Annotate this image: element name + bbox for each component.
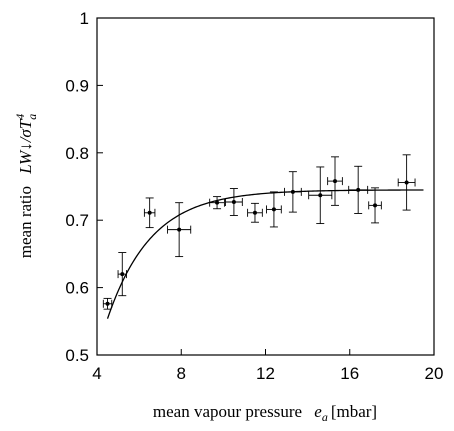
x-tick-label: 20 — [425, 364, 444, 383]
y-axis-title: mean ratio LW↓/σT4a — [13, 114, 39, 259]
plot-frame — [96, 17, 435, 356]
error-bar — [102, 297, 113, 310]
y-axis-symbol-sup: 4 — [13, 114, 27, 120]
x-tick-label: 8 — [177, 364, 186, 383]
y-axis-symbol-sub: a — [25, 114, 39, 120]
data-points — [105, 179, 409, 306]
data-point — [215, 200, 220, 205]
y-tick-label: 0.9 — [65, 76, 89, 95]
x-tick-label: 16 — [340, 364, 359, 383]
x-axis-unit: [mbar] — [331, 402, 377, 421]
x-axis-ticks: 4 8 12 16 20 — [92, 349, 443, 383]
x-tick-label: 12 — [256, 364, 275, 383]
data-point — [356, 187, 361, 192]
data-point — [373, 203, 378, 208]
y-tick-label: 1 — [80, 9, 89, 28]
x-axis-title: mean vapour pressure ea [mbar] — [153, 402, 377, 424]
y-axis-symbol: LW↓/σT — [16, 118, 35, 175]
x-tick-label: 4 — [92, 364, 101, 383]
x-axis-symbol: e — [314, 402, 322, 421]
data-point — [333, 179, 338, 184]
data-point — [252, 210, 257, 215]
data-point — [404, 180, 409, 185]
data-point — [120, 272, 125, 277]
data-point — [177, 227, 182, 232]
data-point — [147, 210, 152, 215]
data-point — [271, 207, 276, 212]
data-point — [290, 189, 295, 194]
y-tick-label: 0.6 — [65, 279, 89, 298]
fit-curve-layer — [106, 189, 424, 319]
data-point — [105, 301, 110, 306]
y-tick-label: 0.7 — [65, 211, 89, 230]
x-axis-title-text: mean vapour pressure — [153, 402, 302, 421]
error-bars — [102, 154, 416, 310]
y-axis-ticks: 0.5 0.6 0.7 0.8 0.9 1 — [65, 9, 103, 365]
data-point — [318, 193, 323, 198]
data-point — [231, 200, 236, 205]
x-axis-symbol-sub: a — [322, 410, 328, 424]
y-axis-title-text: mean ratio — [16, 186, 35, 258]
fit-curve — [106, 189, 424, 319]
y-tick-label: 0.5 — [65, 346, 89, 365]
y-tick-label: 0.8 — [65, 144, 89, 163]
